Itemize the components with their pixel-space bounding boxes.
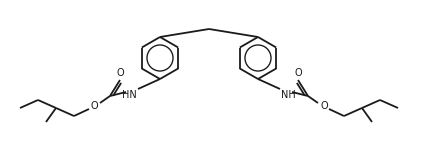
Text: O: O bbox=[90, 101, 98, 111]
Text: O: O bbox=[116, 68, 124, 78]
Text: O: O bbox=[294, 68, 302, 78]
Text: HN: HN bbox=[122, 90, 137, 100]
Text: O: O bbox=[320, 101, 328, 111]
Text: NH: NH bbox=[281, 90, 296, 100]
